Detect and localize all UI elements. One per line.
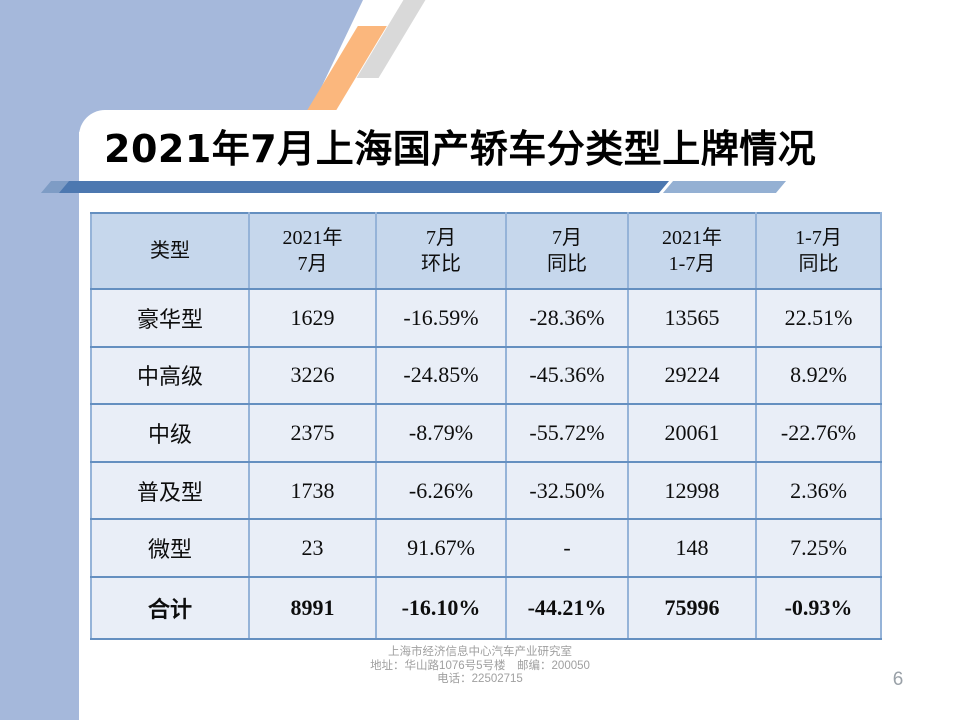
row-label: 普及型 xyxy=(90,460,250,521)
table-cell: 91.67% xyxy=(375,518,507,578)
table-row-luxury: 豪华型 1629 -16.59% -28.36% 13565 22.51% xyxy=(90,288,882,348)
table-cell: 1629 xyxy=(248,288,377,348)
row-label: 合计 xyxy=(90,576,250,640)
table-cell: 8.92% xyxy=(755,345,882,406)
table-cell: -16.59% xyxy=(375,288,507,348)
column-header-type: 类型 xyxy=(90,212,250,290)
table-cell: 13565 xyxy=(627,288,757,348)
table-cell: -44.21% xyxy=(505,576,629,640)
table-cell: 29224 xyxy=(627,345,757,406)
table-cell: 8991 xyxy=(248,576,377,640)
table-cell: 22.51% xyxy=(755,288,882,348)
table-row-mini: 微型 23 91.67% - 148 7.25% xyxy=(90,518,882,578)
column-header-mom: 7月 环比 xyxy=(375,212,507,290)
table-cell: 2.36% xyxy=(755,460,882,521)
row-label: 豪华型 xyxy=(90,288,250,348)
table-cell: 2375 xyxy=(248,403,377,463)
table-cell: 75996 xyxy=(627,576,757,640)
slide-title: 2021年7月上海国产轿车分类型上牌情况 xyxy=(104,127,817,171)
table-cell: 20061 xyxy=(627,403,757,463)
row-label: 中高级 xyxy=(90,345,250,406)
table-row-mid: 中级 2375 -8.79% -55.72% 20061 -22.76% xyxy=(90,403,882,463)
table-cell: -8.79% xyxy=(375,403,507,463)
table-cell: -32.50% xyxy=(505,460,629,521)
table-row-upper-mid: 中高级 3226 -24.85% -45.36% 29224 8.92% xyxy=(90,345,882,406)
table-cell: -55.72% xyxy=(505,403,629,463)
table-cell: -45.36% xyxy=(505,345,629,406)
table-header-row: 类型 2021年 7月 7月 环比 7月 同比 2021年 1-7月 xyxy=(90,212,882,290)
table-cell: -6.26% xyxy=(375,460,507,521)
table-cell: -24.85% xyxy=(375,345,507,406)
table-cell: -28.36% xyxy=(505,288,629,348)
left-edge-band xyxy=(0,0,79,720)
table-row-popular: 普及型 1738 -6.26% -32.50% 12998 2.36% xyxy=(90,460,882,521)
table-cell: -22.76% xyxy=(755,403,882,463)
table-cell: 7.25% xyxy=(755,518,882,578)
footer-org-line: 上海市经济信息中心汽车产业研究室 xyxy=(388,646,572,658)
footer-address-line: 地址：华山路1076号5号楼 邮编：200050 xyxy=(370,659,590,672)
page-number: 6 xyxy=(892,669,904,690)
registration-table: 类型 2021年 7月 7月 环比 7月 同比 2021年 1-7月 xyxy=(90,212,882,640)
table-cell: - xyxy=(505,518,629,578)
slide-footer: 上海市经济信息中心汽车产业研究室 地址：华山路1076号5号楼 邮编：20005… xyxy=(0,646,960,687)
table-cell: -16.10% xyxy=(375,576,507,640)
column-header-2021-07: 2021年 7月 xyxy=(248,212,377,290)
column-header-ytd-yoy: 1-7月 同比 xyxy=(755,212,882,290)
table-cell: 12998 xyxy=(627,460,757,521)
row-label: 微型 xyxy=(90,518,250,578)
column-header-yoy: 7月 同比 xyxy=(505,212,629,290)
footer-phone-line: 电话：22502715 xyxy=(437,673,523,685)
table-cell: 148 xyxy=(627,518,757,578)
table-cell: 3226 xyxy=(248,345,377,406)
table-cell: -0.93% xyxy=(755,576,882,640)
column-header-2021-ytd: 2021年 1-7月 xyxy=(627,212,757,290)
table-cell: 1738 xyxy=(248,460,377,521)
table-cell: 23 xyxy=(248,518,377,578)
row-label: 中级 xyxy=(90,403,250,463)
table-row-total: 合计 8991 -16.10% -44.21% 75996 -0.93% xyxy=(90,576,882,640)
title-underline-light xyxy=(662,181,787,193)
title-underline-dark xyxy=(58,181,670,193)
